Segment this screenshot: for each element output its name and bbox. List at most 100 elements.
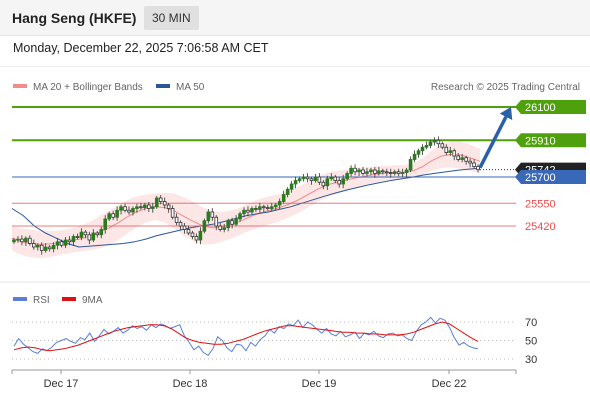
candle-body [305,176,310,180]
candle-body [452,150,457,157]
candle-body [293,180,298,185]
candle-body [317,176,322,183]
credit-text: Research © 2025 Trading Central [431,82,580,93]
candle-body [440,143,445,148]
candle-body [20,238,24,243]
candle-body [218,225,223,230]
candle-body [214,216,219,227]
candle-body [464,157,468,162]
candle-body [170,208,175,218]
candle-body [269,206,274,209]
candle-body [246,209,250,213]
candlesticks [12,136,480,255]
level-tag-25700: 25700 [525,172,556,184]
candle-body [321,181,326,187]
candle-body [333,176,338,181]
x-tick-label: Dec 19 [302,378,337,390]
legend-swatch-bollinger [13,84,27,88]
candle-body [63,239,68,246]
candle-body [281,194,286,202]
interval-badge[interactable]: 30 MIN [144,6,199,30]
candle-body [127,209,131,213]
candle-body [47,246,52,250]
price-level-tags: 257422610025910257002555025420 [515,100,586,233]
x-tick-label: Dec 17 [44,378,79,390]
candle-body [67,239,72,243]
candle-body [373,169,377,174]
candle-body [396,171,401,174]
candle-body [28,237,32,244]
candle-body [123,206,127,211]
legend-swatch-9ma [62,297,76,301]
candle-body [119,206,123,211]
candle-body [39,244,44,251]
candle-body [357,169,361,173]
candle-body [43,246,48,251]
candle-body [32,243,36,248]
candle-body [289,183,294,190]
candle-body [424,145,429,148]
candle-body [139,206,143,209]
candle-body [24,237,28,243]
candle-body [456,155,460,160]
candle-body [325,178,330,187]
header-divider [0,66,590,67]
candle-body [313,176,318,181]
candle-body [154,197,159,208]
candle-body [309,178,314,181]
legend-swatch-rsi [13,297,27,301]
candle-body [166,204,171,209]
candle-body [258,206,262,210]
candle-body [353,167,357,173]
rsi-grid: 70 50 30 [12,317,537,366]
candle-body [337,180,341,185]
candle-body [206,211,211,222]
rsi-tick-70: 70 [525,317,537,329]
level-tag-26100-bg [515,100,586,114]
candle-body [111,213,115,218]
candle-body [198,230,203,241]
candle-body [103,218,107,230]
candle-body [448,150,453,153]
level-tag-25420: 25420 [525,221,556,233]
instrument-title: Hang Seng (HKFE) [12,10,137,26]
candle-body [420,146,425,152]
candle-body [436,139,441,145]
candle-body [444,146,449,153]
candle-body [79,231,84,238]
candle-body [377,170,381,174]
rsi-legend: RSI 9MA [13,295,103,306]
candle-body [75,236,80,238]
candle-body [277,201,282,206]
candle-body [369,169,373,173]
candle-body [273,204,278,208]
candle-body [16,238,20,241]
candle-body [55,241,60,246]
candle-body [361,169,365,174]
candle-body [147,204,151,209]
candle-body [186,229,191,234]
candle-body [432,139,437,143]
candle-body [404,169,409,174]
timestamp: Monday, December 22, 2025 7:06:58 AM CET [13,41,269,55]
forecast-arrow-shaft [478,115,508,169]
candle-body [190,232,195,237]
candle-body [476,166,480,171]
level-tag-25910-bg [515,133,586,148]
candle-body [222,227,226,230]
chart-header: Hang Seng (HKFE) 30 MIN [0,0,590,36]
candle-body [416,150,421,155]
price-legend: MA 20 + Bollinger Bands MA 50 [13,82,205,93]
x-tick-label: Dec 18 [173,378,208,390]
candle-body [158,197,163,202]
level-tag-25700-bg [515,170,586,184]
legend-label-9ma: 9MA [82,295,103,306]
candle-body [242,209,246,215]
candle-body [385,171,389,174]
candle-body [345,173,349,180]
candle-body [428,141,433,146]
bollinger-bands [11,141,481,258]
legend-label-ma50: MA 50 [176,82,205,93]
rsi-lines [13,316,479,356]
